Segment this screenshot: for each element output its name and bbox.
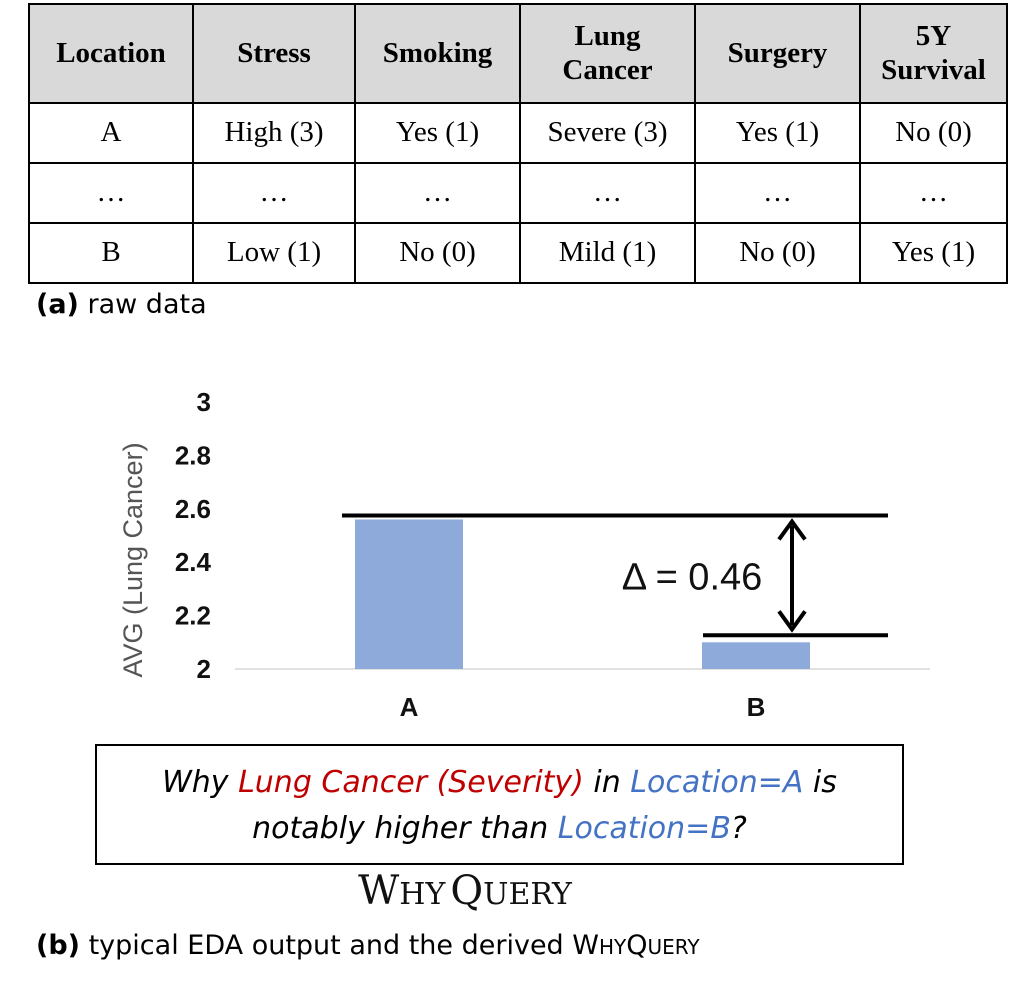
table-cell: High (3) <box>192 102 356 164</box>
header-smoking: Smoking <box>354 3 521 104</box>
query-location-b: Location=B <box>557 811 731 846</box>
table-cell: Low (1) <box>192 222 356 284</box>
delta-label: Δ = 0.46 <box>622 556 763 598</box>
y-axis-label: AVG (Lung Cancer) <box>118 442 148 677</box>
delta-arrow-head-down <box>777 610 807 633</box>
table-cell: A <box>28 102 194 164</box>
raw-data-table: Location Stress Smoking Lung Cancer Surge… <box>28 3 1008 284</box>
x-tick-label: B <box>747 692 766 722</box>
table-cell: … <box>354 162 521 224</box>
caption-label: (b) <box>36 930 81 961</box>
y-tick-label: 3 <box>197 387 211 417</box>
delta-arrow-head-up <box>777 518 807 541</box>
caption-text: raw data <box>87 289 207 320</box>
header-5y-survival: 5Y Survival <box>859 3 1008 104</box>
query-measure: Lung Cancer (Severity) <box>238 765 584 800</box>
table-cell: B <box>28 222 194 284</box>
table-header-row: Location Stress Smoking Lung Cancer Surge… <box>28 3 1008 104</box>
caption-eda-output: (b) typical EDA output and the derived W… <box>36 930 700 961</box>
why-query-box: Why Lung Cancer (Severity) in Location=A… <box>95 744 904 865</box>
table-cell: No (0) <box>859 102 1008 164</box>
bar-chart: AVG (Lung Cancer) 3 2.8 2.6 2.4 2.2 2 A B Δ = … <box>118 387 930 722</box>
table-cell: … <box>694 162 861 224</box>
table-cell: Mild (1) <box>519 222 696 284</box>
y-tick-label: 2 <box>197 654 211 684</box>
table-row: … … … … … … <box>28 162 1008 224</box>
caption-label: (a) <box>36 289 79 320</box>
caption-raw-data: (a) raw data <box>36 289 207 320</box>
y-tick-label: 2.2 <box>175 601 211 631</box>
header-stress: Stress <box>192 3 356 104</box>
bar-b <box>702 642 810 669</box>
table-row: B Low (1) No (0) Mild (1) No (0) Yes (1) <box>28 222 1008 284</box>
table-cell: Yes (1) <box>859 222 1008 284</box>
y-tick-label: 2.6 <box>175 494 211 524</box>
table-cell: Yes (1) <box>354 102 521 164</box>
header-location: Location <box>28 3 194 104</box>
table-cell: Yes (1) <box>694 102 861 164</box>
x-tick-label: A <box>400 692 419 722</box>
y-tick-label: 2.8 <box>175 440 211 470</box>
query-line-1: Why Lung Cancer (Severity) in Location=A… <box>162 765 837 800</box>
table-cell: … <box>859 162 1008 224</box>
table-cell: No (0) <box>694 222 861 284</box>
query-location-a: Location=A <box>630 765 804 800</box>
query-line-2: notably higher than Location=B? <box>252 811 747 846</box>
why-query-title: WHY QUERY <box>358 868 572 914</box>
table-cell: … <box>192 162 356 224</box>
table-cell: No (0) <box>354 222 521 284</box>
header-lung-cancer: Lung Cancer <box>519 3 696 104</box>
bar-a <box>355 519 463 669</box>
table-row: A High (3) Yes (1) Severe (3) Yes (1) No… <box>28 102 1008 164</box>
table-cell: Severe (3) <box>519 102 696 164</box>
header-surgery: Surgery <box>694 3 861 104</box>
table-cell: … <box>519 162 696 224</box>
table-cell: … <box>28 162 194 224</box>
caption-text: typical EDA output and the derived <box>80 930 573 961</box>
y-tick-label: 2.4 <box>175 547 212 577</box>
